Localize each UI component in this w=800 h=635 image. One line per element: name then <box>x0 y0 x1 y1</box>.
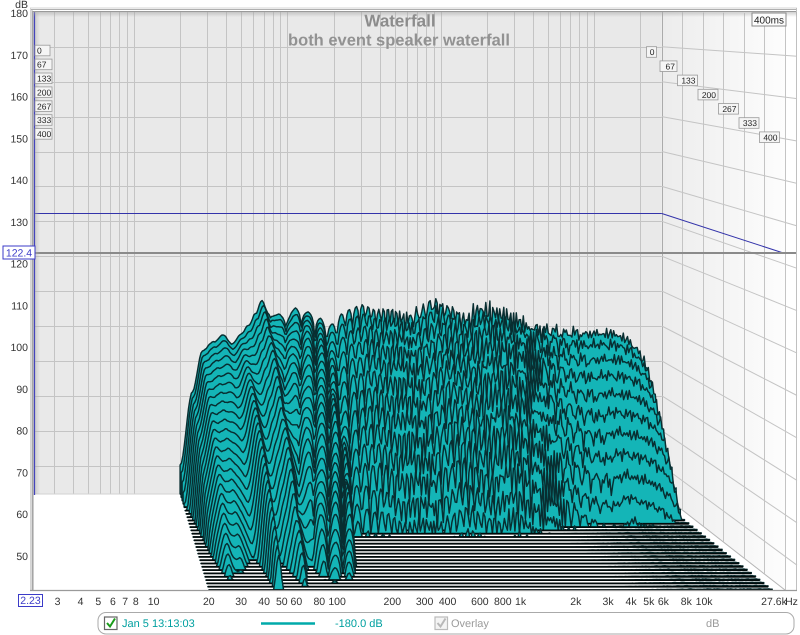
svg-text:dB: dB <box>15 0 28 11</box>
svg-text:8k: 8k <box>681 596 693 608</box>
svg-text:160: 160 <box>10 92 28 104</box>
svg-text:600: 600 <box>471 596 489 608</box>
svg-text:0: 0 <box>37 46 42 56</box>
svg-text:200: 200 <box>384 596 402 608</box>
svg-text:4: 4 <box>78 596 84 608</box>
svg-text:130: 130 <box>10 217 28 229</box>
svg-text:400: 400 <box>37 129 51 139</box>
svg-text:100: 100 <box>328 596 346 608</box>
svg-text:67: 67 <box>37 60 47 70</box>
svg-text:50: 50 <box>276 596 288 608</box>
svg-text:333: 333 <box>37 115 51 125</box>
svg-text:267: 267 <box>37 101 51 111</box>
svg-text:Jan 5 13:13:03: Jan 5 13:13:03 <box>122 618 195 630</box>
svg-text:120: 120 <box>10 259 28 271</box>
svg-text:-180.0 dB: -180.0 dB <box>335 618 383 630</box>
svg-text:50: 50 <box>16 551 28 563</box>
svg-text:200: 200 <box>37 87 51 97</box>
svg-text:267: 267 <box>722 104 736 114</box>
svg-text:60: 60 <box>16 509 28 521</box>
svg-text:60: 60 <box>291 596 303 608</box>
svg-text:200: 200 <box>702 90 716 100</box>
svg-text:140: 140 <box>10 175 28 187</box>
svg-text:90: 90 <box>16 384 28 396</box>
svg-text:5: 5 <box>95 596 101 608</box>
svg-text:10k: 10k <box>696 596 714 608</box>
svg-text:4k: 4k <box>626 596 638 608</box>
svg-text:30: 30 <box>235 596 247 608</box>
svg-text:400: 400 <box>439 596 457 608</box>
svg-text:both event speaker waterfall: both event speaker waterfall <box>288 32 510 50</box>
svg-text:170: 170 <box>10 50 28 62</box>
svg-text:1k: 1k <box>515 596 527 608</box>
svg-text:80: 80 <box>16 426 28 438</box>
svg-text:122.4: 122.4 <box>6 248 32 260</box>
svg-text:dB: dB <box>706 618 719 630</box>
svg-text:Overlay: Overlay <box>451 618 489 630</box>
svg-text:400: 400 <box>763 132 777 142</box>
svg-text:40: 40 <box>258 596 270 608</box>
svg-text:2k: 2k <box>570 596 582 608</box>
svg-text:400ms: 400ms <box>754 16 784 27</box>
svg-text:10: 10 <box>148 596 160 608</box>
svg-text:6k: 6k <box>658 596 670 608</box>
svg-text:6: 6 <box>110 596 116 608</box>
svg-text:7: 7 <box>122 596 128 608</box>
svg-text:67: 67 <box>666 61 676 71</box>
svg-text:0: 0 <box>650 47 655 57</box>
svg-text:300: 300 <box>416 596 434 608</box>
svg-text:800: 800 <box>494 596 512 608</box>
svg-text:20: 20 <box>203 596 215 608</box>
svg-text:5k: 5k <box>643 596 655 608</box>
svg-text:110: 110 <box>11 300 28 312</box>
svg-text:27.6k: 27.6k <box>761 596 787 608</box>
svg-text:150: 150 <box>10 133 28 145</box>
svg-text:333: 333 <box>743 118 757 128</box>
svg-text:3: 3 <box>55 596 61 608</box>
svg-text:2.23: 2.23 <box>20 595 41 607</box>
svg-text:80: 80 <box>313 596 325 608</box>
svg-text:3k: 3k <box>603 596 615 608</box>
svg-text:100: 100 <box>10 342 28 354</box>
svg-text:Hz: Hz <box>785 596 798 608</box>
svg-text:180: 180 <box>10 8 28 20</box>
svg-text:8: 8 <box>133 596 139 608</box>
svg-text:70: 70 <box>16 467 28 479</box>
svg-text:133: 133 <box>37 74 51 84</box>
svg-text:133: 133 <box>681 76 695 86</box>
